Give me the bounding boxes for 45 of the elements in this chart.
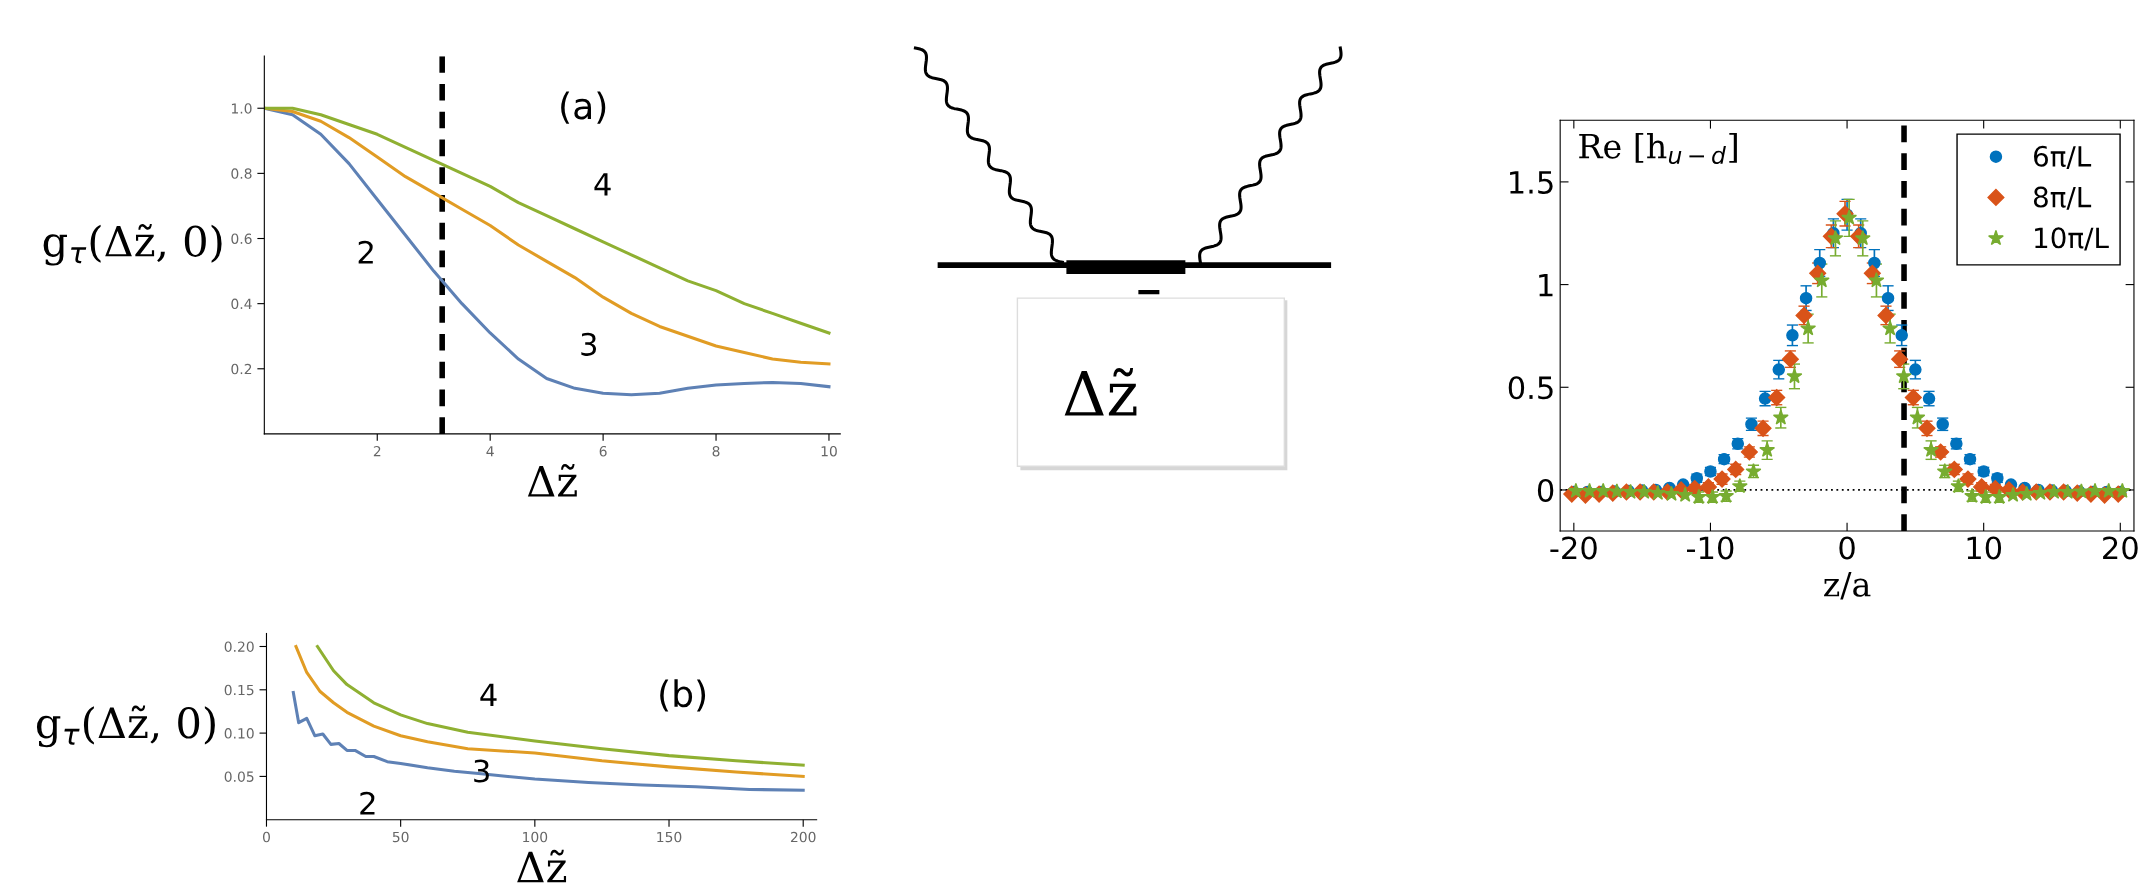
legend-label: 8π/L: [2033, 186, 2092, 210]
y-tick-label: 0.6: [231, 233, 252, 244]
x-tick-label: 50: [392, 831, 409, 843]
x-tick-label: 8: [712, 445, 720, 457]
series-label: 3: [581, 332, 597, 356]
x-axis-title: Δz̃: [527, 464, 577, 497]
y-tick-label: 0: [1537, 478, 1554, 502]
x-tick-label: 4: [486, 446, 494, 457]
x-tick-label: -20: [1550, 536, 1597, 560]
y-tick-label: 1: [1539, 273, 1553, 297]
text: Δz̃: [1064, 367, 1137, 416]
series-label: 2: [360, 791, 375, 815]
y-tick-label: 0.2: [231, 363, 252, 375]
series-label: 4: [594, 173, 611, 196]
x-axis-title: Δz̃: [517, 849, 567, 883]
x-tick-label: 20: [2103, 536, 2138, 560]
x-tick-label: 2: [373, 445, 381, 457]
x-tick-label: 0: [1839, 536, 1855, 560]
y-axis-title: g$_{τ}$(Δz̃, 0): [36, 705, 215, 748]
annotation: (b): [660, 679, 706, 712]
series-label: 4: [480, 683, 497, 706]
y-tick-label: 0.20: [224, 641, 254, 652]
legend-label: 6π/L: [2033, 145, 2092, 169]
y-axis-title: g$_{τ}$(Δz̃, 0): [43, 223, 222, 266]
x-tick-label: 0: [262, 831, 270, 843]
x-tick-label: 10: [1967, 536, 2002, 560]
y-tick-label: 0.8: [231, 168, 252, 179]
x-tick-label: 200: [790, 831, 816, 843]
x-tick-label: 10: [821, 445, 837, 457]
annotation: Re [h$_{u−d}$]: [1579, 132, 1737, 165]
y-tick-label: 0.10: [224, 728, 254, 739]
x-tick-label: 150: [657, 831, 682, 843]
y-tick-label: 1.0: [231, 103, 252, 114]
x-tick-label: 100: [523, 831, 548, 843]
x-tick-label: -10: [1686, 536, 1734, 560]
annotation: (a): [561, 91, 606, 124]
x-tick-label: 6: [599, 445, 607, 457]
y-tick-label: 0.15: [224, 684, 254, 696]
series-label: 2: [358, 240, 373, 264]
y-tick-label: 0.05: [224, 771, 254, 782]
legend-label: 10π/L: [2035, 227, 2109, 251]
y-tick-label: 1.5: [1510, 171, 1553, 194]
x-axis-title: z/a: [1824, 572, 1871, 600]
y-tick-label: 0.4: [231, 298, 252, 310]
y-tick-label: 0.5: [1508, 376, 1553, 400]
